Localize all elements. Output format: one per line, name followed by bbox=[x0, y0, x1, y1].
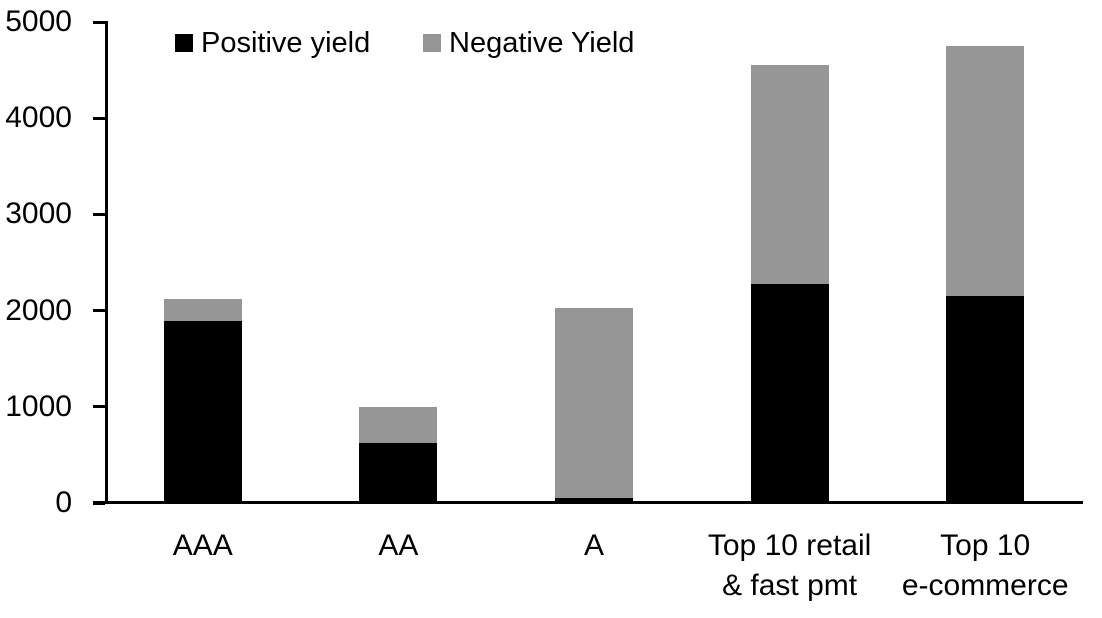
y-axis-line bbox=[105, 21, 108, 504]
x-axis-label: A bbox=[583, 529, 604, 562]
legend-swatch-negative-yield bbox=[423, 34, 441, 52]
bar-segment-positive-yield bbox=[555, 498, 633, 503]
chart-legend: Positive yield Negative Yield bbox=[0, 26, 1102, 60]
y-axis-tick bbox=[93, 309, 105, 313]
x-axis-label: AA bbox=[378, 529, 419, 562]
y-axis-tick-label: 4000 bbox=[5, 101, 72, 135]
y-axis-tick bbox=[93, 212, 105, 216]
x-axis-label: Top 10 e-commerce bbox=[901, 529, 1069, 602]
y-axis-tick bbox=[93, 116, 105, 120]
y-axis-tick-label: 0 bbox=[55, 486, 72, 519]
x-axis-label: AAA bbox=[172, 529, 233, 562]
legend-swatch-positive-yield bbox=[175, 34, 193, 52]
x-axis-label: Top 10 retail & fast pmt bbox=[707, 529, 872, 602]
legend-item-positive-yield: Positive yield bbox=[175, 26, 370, 60]
y-axis-tick-label: 2000 bbox=[5, 293, 72, 327]
bar-segment-negative-yield bbox=[555, 307, 633, 499]
bar-segment-negative-yield bbox=[359, 406, 438, 444]
y-axis-tick-label: 3000 bbox=[5, 197, 72, 231]
legend-item-negative-yield: Negative Yield bbox=[423, 26, 634, 60]
y-axis-tick bbox=[93, 405, 105, 409]
y-axis-tick-label: 1000 bbox=[5, 389, 72, 423]
bar-segment-positive-yield bbox=[359, 443, 438, 503]
bar-segment-positive-yield bbox=[946, 296, 1025, 503]
y-axis-tick bbox=[93, 20, 105, 24]
legend-label-negative-yield: Negative Yield bbox=[449, 27, 635, 59]
bar-segment-positive-yield bbox=[163, 321, 242, 503]
y-axis-tick bbox=[93, 501, 105, 505]
y-axis-tick-label: 5000 bbox=[5, 5, 72, 38]
bar-segment-positive-yield bbox=[750, 283, 829, 503]
bar-segment-negative-yield bbox=[946, 46, 1025, 297]
legend-label-positive-yield: Positive yield bbox=[201, 27, 371, 59]
bar-segment-negative-yield bbox=[163, 299, 242, 322]
bar-segment-negative-yield bbox=[750, 65, 829, 284]
